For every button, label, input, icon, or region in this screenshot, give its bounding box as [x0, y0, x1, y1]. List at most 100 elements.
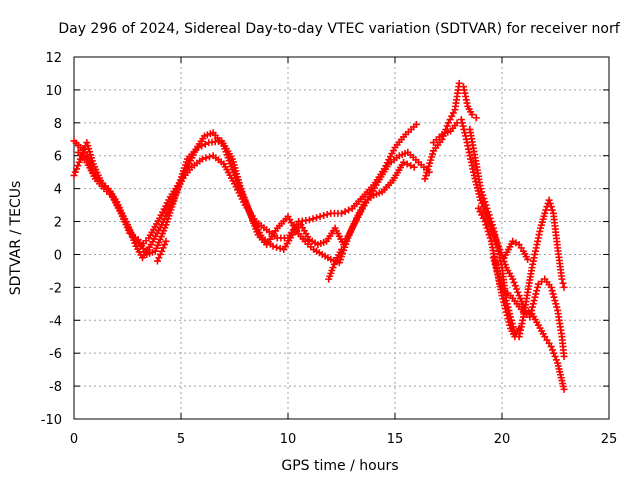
data-point	[484, 208, 492, 216]
data-point	[309, 215, 317, 223]
x-tick-label: 25	[601, 432, 618, 447]
data-point	[159, 244, 167, 252]
data-point	[550, 349, 558, 357]
plot-frame	[73, 56, 610, 420]
data-point	[483, 224, 491, 232]
data-point	[460, 125, 468, 133]
data-point	[532, 290, 540, 298]
data-point	[478, 188, 486, 196]
data-point	[548, 206, 556, 214]
data-point	[276, 244, 284, 252]
data-point	[530, 297, 538, 305]
data-point	[443, 122, 451, 130]
data-point	[71, 168, 79, 176]
data-point	[541, 209, 549, 217]
data-point	[481, 198, 489, 206]
data-point	[273, 243, 281, 251]
data-point	[201, 140, 209, 148]
y-tick-label: 2	[54, 216, 62, 231]
x-tick-label: 10	[280, 432, 297, 447]
data-point	[482, 201, 490, 209]
data-point	[479, 191, 487, 199]
data-point	[410, 163, 418, 171]
series-track-6	[421, 79, 480, 183]
y-tick-label: 6	[54, 150, 62, 165]
data-point	[329, 264, 337, 272]
x-tick-label: 0	[70, 432, 78, 447]
data-point	[162, 237, 170, 245]
x-tick-label: 15	[387, 432, 404, 447]
y-tick-label: -2	[49, 281, 62, 296]
data-point	[510, 278, 518, 286]
data-point	[526, 313, 534, 321]
data-point	[161, 241, 169, 249]
data-point	[485, 211, 493, 219]
data-point	[515, 325, 523, 332]
series-track-4	[153, 237, 170, 265]
data-point	[560, 283, 568, 291]
data-point	[547, 203, 555, 211]
data-point	[511, 282, 519, 290]
series-track-9	[466, 125, 568, 341]
data-point	[505, 318, 513, 326]
data-point	[503, 311, 511, 319]
series-track-5	[325, 246, 345, 283]
series-track-3	[74, 137, 418, 267]
data-point	[487, 218, 495, 226]
data-point	[74, 162, 82, 170]
data-point	[338, 209, 345, 217]
data-point	[509, 275, 517, 283]
data-point	[501, 305, 509, 313]
data-point	[320, 212, 328, 220]
data-point	[313, 214, 321, 222]
series-track-11	[489, 254, 523, 341]
data-point	[206, 153, 214, 161]
data-point	[73, 165, 81, 173]
data-point	[528, 303, 536, 311]
data-point	[560, 385, 568, 393]
y-tick-label: 4	[54, 183, 62, 198]
y-tick-label: 8	[54, 117, 62, 132]
data-point	[500, 298, 508, 306]
data-point	[498, 292, 506, 300]
x-axis-label: GPS time / hours	[281, 458, 398, 474]
y-tick-label: -6	[49, 347, 62, 362]
data-point	[531, 293, 539, 301]
data-point	[458, 119, 466, 127]
y-axis-label: SDTVAR / TECUs	[8, 181, 24, 296]
data-point	[490, 257, 498, 265]
data-point	[551, 352, 559, 360]
data-point	[194, 144, 202, 151]
data-point	[547, 343, 555, 351]
data-point	[558, 275, 566, 283]
data-point	[560, 352, 568, 360]
data-point	[403, 160, 411, 168]
y-tick-label: -8	[49, 380, 62, 395]
data-point	[305, 216, 313, 224]
data-point	[491, 260, 499, 268]
data-point	[488, 221, 496, 229]
data-point	[75, 158, 83, 166]
data-point	[155, 254, 163, 262]
data-point	[459, 122, 467, 130]
data-point	[332, 257, 340, 265]
data-point	[477, 185, 485, 193]
data-point	[552, 356, 560, 364]
data-point	[528, 306, 536, 314]
data-point	[84, 155, 92, 163]
data-point	[489, 254, 497, 262]
data-point	[501, 301, 509, 309]
data-point	[559, 279, 567, 287]
data-point	[493, 267, 501, 275]
data-point	[513, 285, 521, 293]
data-point	[341, 208, 349, 216]
data-point	[551, 297, 559, 305]
data-point	[533, 287, 541, 295]
data-point	[484, 227, 492, 235]
y-tick-label: 0	[54, 248, 62, 263]
data-point	[553, 303, 561, 311]
axis-ticks: 0 5 10 15 20 25 -10 -8 -6 -4 -2 0 2 4 6 8 10 12	[41, 51, 618, 447]
data-point	[153, 257, 161, 265]
